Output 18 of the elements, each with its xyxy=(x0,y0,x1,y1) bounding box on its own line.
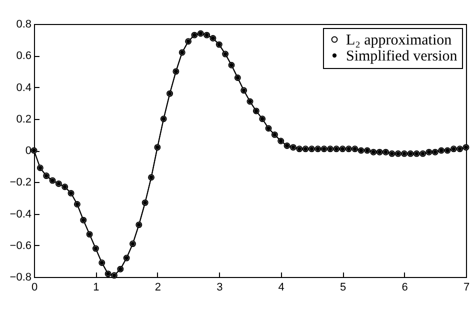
x-tick-label: 3 xyxy=(216,282,223,294)
y-tick-label: −0.2 xyxy=(10,176,32,189)
x-tick-label: 7 xyxy=(463,282,470,294)
y-tick-label: 0.2 xyxy=(16,113,32,126)
x-tick-label: 2 xyxy=(154,282,161,294)
y-tick-label: 0.4 xyxy=(16,82,32,94)
legend-label: Simplified version xyxy=(346,48,458,64)
y-tick-label: −0.8 xyxy=(10,272,32,284)
legend-label: L₂ approximation xyxy=(346,32,452,48)
y-tick-label: −0.4 xyxy=(10,208,32,220)
x-tick-label: 1 xyxy=(93,282,100,294)
y-tick-label: 0.8 xyxy=(16,18,32,30)
x-tick-label: 5 xyxy=(340,282,346,294)
y-tick-label: −0.6 xyxy=(10,240,32,252)
x-tick-label: 6 xyxy=(402,282,408,294)
y-tick-label: 0 xyxy=(25,145,32,157)
y-tick-label: 0.6 xyxy=(16,50,32,62)
x-tick-label: 4 xyxy=(278,282,284,294)
